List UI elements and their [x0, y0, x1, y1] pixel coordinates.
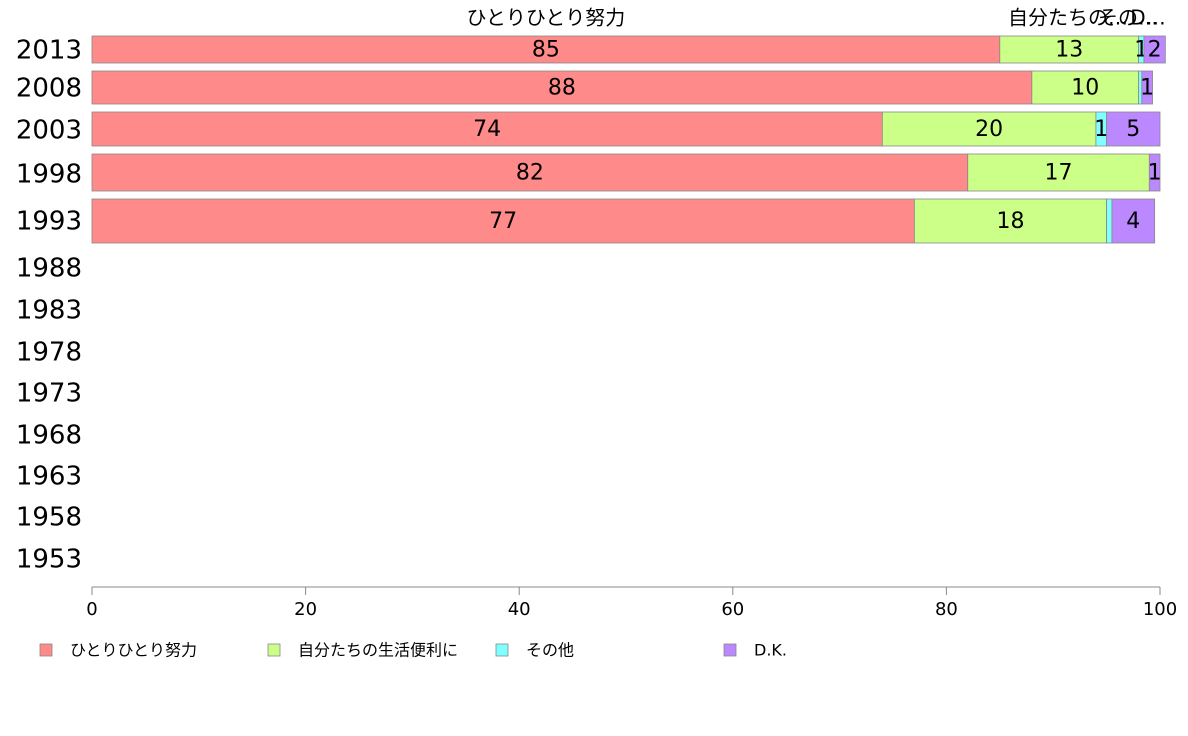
legend-swatch [495, 643, 509, 657]
x-tick-label: 40 [508, 599, 531, 620]
data-label: 1 [1094, 117, 1108, 142]
legend-label: D.K. [754, 641, 787, 660]
bar-segment [91, 153, 969, 192]
category-label: 1968 [16, 421, 82, 451]
data-label: 20 [975, 117, 1003, 142]
data-label: 74 [473, 117, 501, 142]
data-label: 77 [489, 209, 517, 234]
series-top-label: その… [1098, 6, 1158, 30]
legend-swatch [39, 643, 53, 657]
data-label: 13 [1055, 38, 1083, 63]
legend-label: その他 [526, 641, 574, 660]
data-label: 1 [1148, 161, 1162, 186]
category-label: 1963 [16, 462, 82, 492]
legend-swatch [267, 643, 281, 657]
bar-segment [881, 111, 1097, 147]
bar-segment [913, 198, 1107, 244]
category-label: 1998 [16, 160, 82, 190]
category-label: 2003 [16, 116, 82, 146]
data-label: 88 [548, 76, 576, 101]
series-top-label: 自分たちの… [1008, 6, 1128, 30]
data-label: 4 [1126, 209, 1140, 234]
bar-segment [1143, 35, 1166, 64]
data-label: 17 [1045, 161, 1073, 186]
bar-segment [1111, 198, 1156, 244]
bar-segment [91, 35, 1001, 64]
category-label: 1958 [16, 503, 82, 533]
data-label: 85 [532, 38, 560, 63]
series-top-label: D… [1130, 6, 1165, 30]
data-label: 2 [1148, 38, 1162, 63]
data-label: 82 [516, 161, 544, 186]
legend-label: 自分たちの生活便利に [298, 641, 458, 660]
category-label: 1978 [16, 338, 82, 368]
series-top-label: ひとりひとり努力 [466, 6, 625, 30]
bar-segment [1106, 198, 1113, 244]
bar-segment [91, 70, 1033, 105]
x-tick-label: 60 [721, 599, 744, 620]
bar-segment [1148, 153, 1161, 192]
category-label: 1983 [16, 296, 82, 326]
category-label: 1993 [16, 207, 82, 237]
bar-segment [1141, 70, 1153, 105]
category-label: 1973 [16, 379, 82, 409]
x-tick-label: 20 [294, 599, 317, 620]
legend-swatch [723, 643, 737, 657]
data-label: 10 [1071, 76, 1099, 101]
data-label: 18 [996, 209, 1024, 234]
legend-label: ひとりひとり努力 [70, 641, 197, 660]
category-label: 2013 [16, 36, 82, 66]
data-label: 5 [1126, 117, 1140, 142]
data-label: 1 [1140, 76, 1154, 101]
bar-segment [91, 198, 915, 244]
x-tick-label: 0 [86, 599, 97, 620]
category-label: 1953 [16, 545, 82, 575]
x-tick-label: 100 [1143, 599, 1177, 620]
x-tick-label: 80 [935, 599, 958, 620]
category-label: 2008 [16, 74, 82, 104]
category-label: 1988 [16, 254, 82, 284]
bar-segment [1106, 111, 1161, 147]
bar-segment [999, 35, 1140, 64]
